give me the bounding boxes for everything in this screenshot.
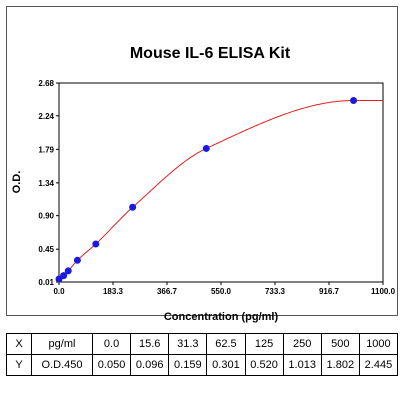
row-label: X [6, 333, 32, 355]
data-point [73, 256, 81, 264]
chart-title: Mouse IL-6 ELISA Kit [130, 45, 291, 62]
table-row-x: X pg/ml 0.0 15.6 31.3 62.5 125 250 500 1… [6, 333, 399, 355]
table-cell: 1.013 [282, 354, 322, 376]
x-tick-label: 550.0 [211, 287, 232, 296]
chart-frame [6, 6, 398, 316]
table-cell: 125 [244, 333, 284, 355]
y-tick-label: 2.24 [38, 112, 54, 121]
table-row-y: Y O.D.450 0.050 0.096 0.159 0.301 0.520 … [6, 354, 399, 376]
data-table: X pg/ml 0.0 15.6 31.3 62.5 125 250 500 1… [6, 333, 399, 376]
x-tick-label: 1100.0 [371, 287, 396, 296]
table-cell: 0.096 [130, 354, 170, 376]
table-cell: 2.445 [358, 354, 399, 376]
chart: Mouse IL-6 ELISA Kit 0.01 0.45 0.90 1.34 1.7… [11, 45, 396, 323]
table-cell: 31.3 [168, 333, 208, 355]
table-cell: 500 [320, 333, 360, 355]
y-tick-label: 1.79 [38, 145, 54, 154]
data-point [64, 267, 72, 275]
data-point [60, 272, 68, 280]
row-label: Y [6, 354, 32, 376]
x-tick-label: 733.3 [265, 287, 286, 296]
table-cell: 0.050 [91, 354, 132, 376]
x-axis-label: Concentration (pg/ml) [164, 311, 279, 323]
x-tick-label: 916.7 [319, 287, 340, 296]
table-cell: 1000 [358, 333, 399, 355]
table-cell: 0.520 [244, 354, 284, 376]
data-point [129, 203, 137, 211]
x-tick-label: 0.0 [53, 287, 65, 296]
data-point [350, 97, 358, 105]
y-axis: 0.01 0.45 0.90 1.34 1.79 2.24 2.68 [38, 79, 59, 287]
y-tick-label: 1.34 [38, 179, 54, 188]
table-cell: 0.159 [168, 354, 208, 376]
y-tick-label: 2.68 [38, 79, 54, 88]
x-axis: 0.0 183.3 366.7 550.0 733.3 916.7 1100.0 [53, 282, 396, 296]
data-points [55, 97, 358, 283]
x-tick-label: 183.3 [103, 287, 124, 296]
plot-area [58, 82, 384, 283]
fit-curve [58, 100, 383, 280]
row-unit: pg/ml [31, 333, 93, 355]
data-point [92, 240, 100, 248]
table-cell: 0.0 [91, 333, 132, 355]
y-tick-label: 0.90 [38, 212, 54, 221]
y-axis-label: O.D. [11, 171, 23, 194]
y-tick-label: 0.01 [38, 278, 54, 287]
table-cell: 62.5 [206, 333, 246, 355]
y-tick-label: 0.45 [38, 245, 54, 254]
table-cell: 1.802 [320, 354, 360, 376]
data-point [202, 144, 210, 152]
table-cell: 0.301 [206, 354, 246, 376]
x-tick-label: 366.7 [157, 287, 178, 296]
table-cell: 250 [282, 333, 322, 355]
table-cell: 15.6 [130, 333, 170, 355]
row-unit: O.D.450 [31, 354, 93, 376]
